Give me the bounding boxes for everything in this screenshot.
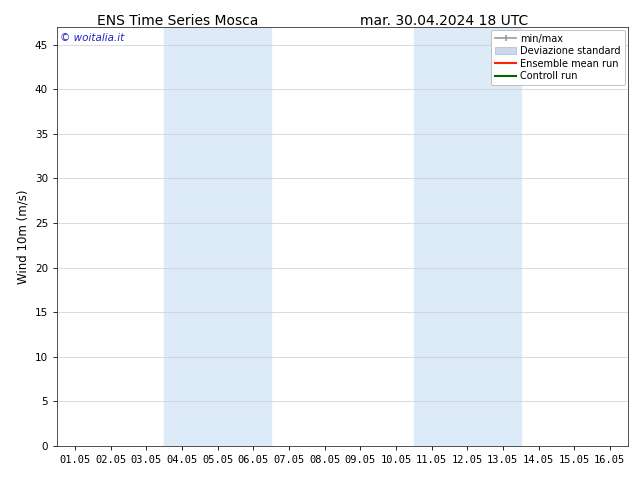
Text: mar. 30.04.2024 18 UTC: mar. 30.04.2024 18 UTC: [359, 14, 528, 28]
Text: ENS Time Series Mosca: ENS Time Series Mosca: [97, 14, 258, 28]
Bar: [164, 27, 271, 446]
Text: © woitalia.it: © woitalia.it: [60, 33, 124, 43]
Legend: min/max, Deviazione standard, Ensemble mean run, Controll run: min/max, Deviazione standard, Ensemble m…: [491, 30, 624, 85]
Bar: [413, 27, 521, 446]
Y-axis label: Wind 10m (m/s): Wind 10m (m/s): [16, 189, 29, 284]
